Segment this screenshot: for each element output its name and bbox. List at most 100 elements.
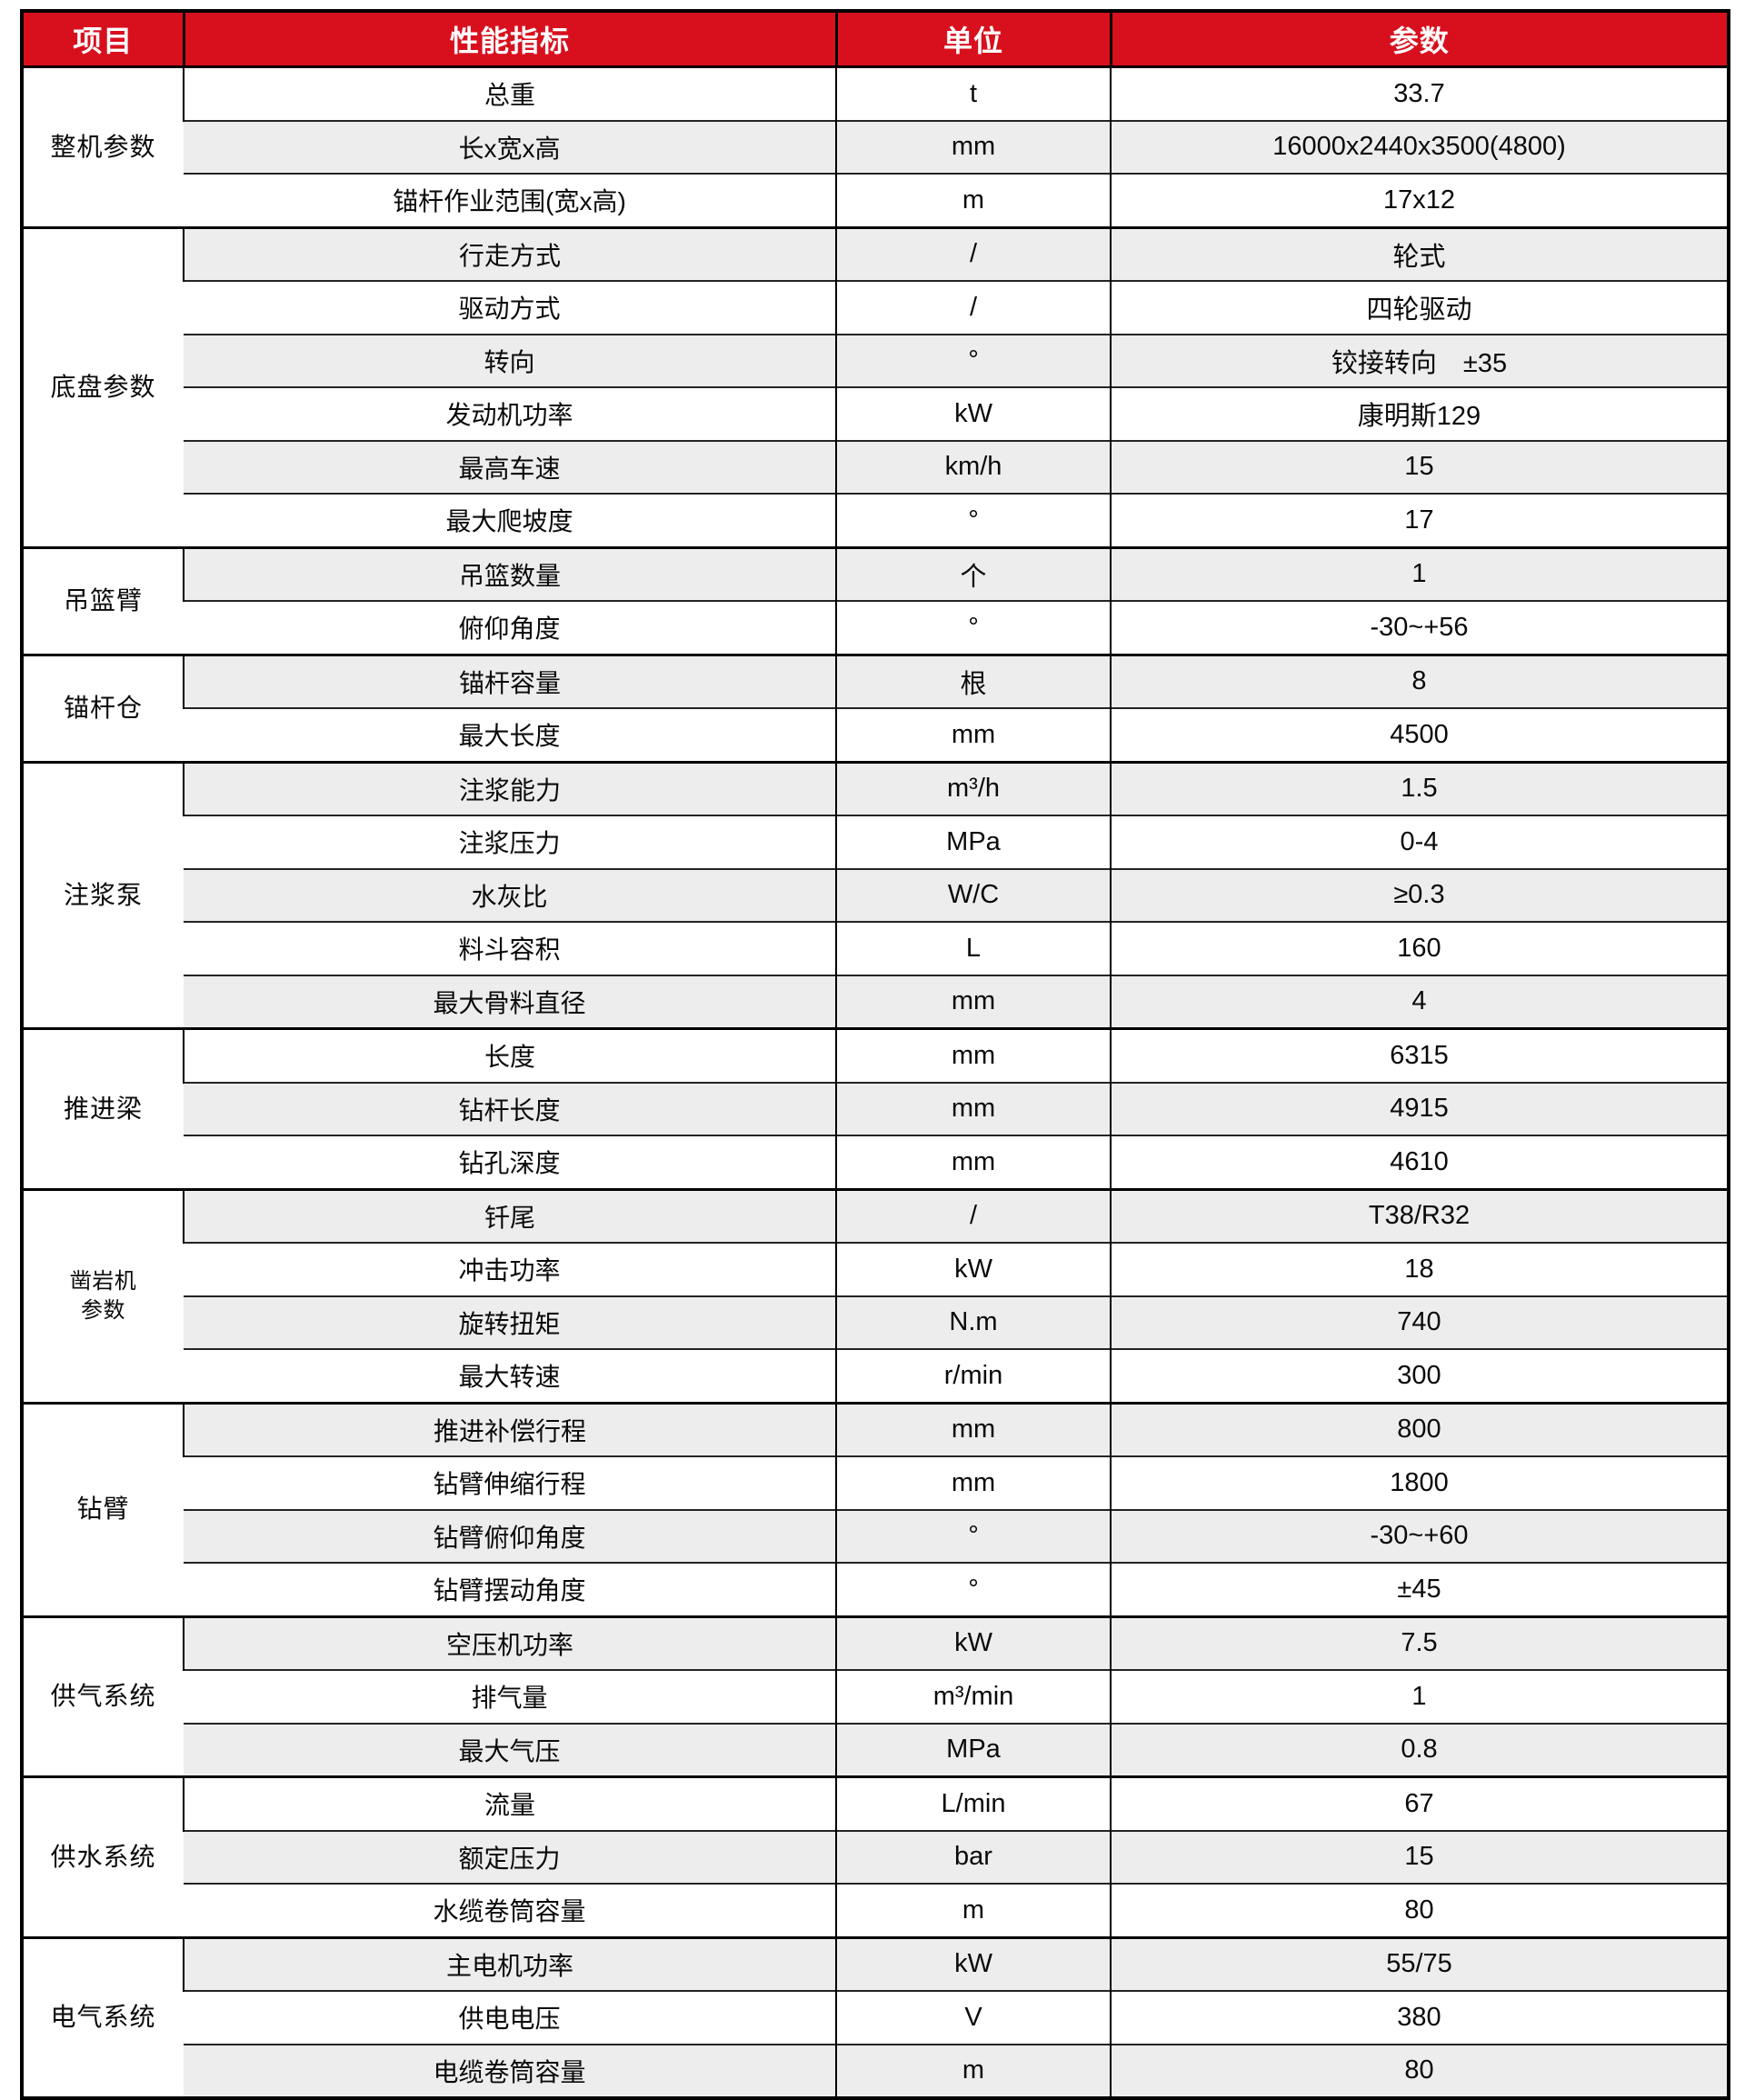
indicator-cell: 水灰比 xyxy=(184,867,836,922)
spec-table: 项目 性能指标 单位 参数 整机参数 总重 t 33.7 长x宽x高 mm 16000x24… xyxy=(20,9,1730,2100)
indicator-cell: 锚杆容量 xyxy=(183,653,836,708)
indicator-cell: 冲击功率 xyxy=(184,1242,836,1296)
group-label: 电气系统 xyxy=(22,1935,184,2098)
table-row: 旋转扭矩 N.m 740 xyxy=(22,1295,1729,1349)
value-cell: 55/75 xyxy=(1110,1935,1729,1991)
table-row: 电缆卷筒容量 m 80 xyxy=(22,2043,1729,2098)
table-row: 推进梁 长度 mm 6315 xyxy=(22,1027,1729,1189)
unit-cell: ° xyxy=(835,493,1111,547)
spec-table-body: 整机参数 总重 t 33.7 长x宽x高 mm 16000x2440x3500(4800) 锚… xyxy=(22,65,1729,2098)
value-cell: -30~+56 xyxy=(1110,600,1729,655)
table-row: 整机参数 总重 t 33.7 xyxy=(22,65,1729,227)
unit-cell: N.m xyxy=(835,1295,1111,1349)
table-row: 钻孔深度 mm 4610 xyxy=(22,1135,1729,1189)
table-row: 钻臂摆动角度 ° ±45 xyxy=(22,1562,1729,1616)
value-cell: 4500 xyxy=(1110,707,1729,762)
table-row: 供水系统 流量 L/min 67 xyxy=(22,1775,1729,1937)
unit-cell: mm xyxy=(835,1135,1111,1189)
table-row: 驱动方式 / 四轮驱动 xyxy=(22,280,1729,335)
indicator-cell: 注浆能力 xyxy=(183,760,836,815)
indicator-cell: 电缆卷筒容量 xyxy=(184,2043,836,2098)
group-label: 注浆泵 xyxy=(22,760,184,1029)
indicator-cell: 主电机功率 xyxy=(183,1935,836,1991)
unit-cell: mm xyxy=(835,1027,1111,1083)
unit-cell: m³/min xyxy=(835,1669,1111,1724)
table-row: 锚杆作业范围(宽x高) m 17x12 xyxy=(22,173,1729,227)
table-row: 最大骨料直径 mm 4 xyxy=(22,974,1729,1029)
header-parameter: 参数 xyxy=(1109,11,1729,68)
value-cell: 18 xyxy=(1110,1242,1729,1296)
unit-cell: m xyxy=(835,2043,1111,2098)
unit-cell: / xyxy=(835,1187,1111,1243)
indicator-cell: 长度 xyxy=(183,1027,836,1083)
group-label: 锚杆仓 xyxy=(22,653,184,762)
group-label: 供气系统 xyxy=(22,1615,184,1777)
indicator-cell: 吊篮数量 xyxy=(183,545,836,601)
indicator-cell: 额定压力 xyxy=(184,1829,836,1884)
unit-cell: kW xyxy=(835,1935,1111,1991)
value-cell: 4 xyxy=(1110,974,1729,1029)
unit-cell: 个 xyxy=(835,545,1111,601)
unit-cell: mm xyxy=(835,707,1111,762)
table-row: 供电电压 V 380 xyxy=(22,1990,1729,2045)
value-cell: 17x12 xyxy=(1110,173,1729,227)
unit-cell: r/min xyxy=(835,1348,1111,1403)
table-row: 底盘参数 行走方式 / 轮式 xyxy=(22,225,1729,547)
indicator-cell: 推进补偿行程 xyxy=(183,1401,836,1456)
indicator-cell: 长x宽x高 xyxy=(184,119,836,174)
group-label: 推进梁 xyxy=(22,1027,184,1189)
group-label: 钻臂 xyxy=(22,1401,184,1616)
indicator-cell: 钎尾 xyxy=(183,1187,836,1243)
indicator-cell: 钻臂伸缩行程 xyxy=(184,1455,836,1510)
value-cell: 1800 xyxy=(1110,1455,1729,1510)
unit-cell: t xyxy=(835,65,1111,121)
value-cell: ±45 xyxy=(1110,1562,1729,1616)
value-cell: T38/R32 xyxy=(1110,1187,1729,1243)
table-row: 水灰比 W/C ≥0.3 xyxy=(22,867,1729,922)
group-label: 整机参数 xyxy=(22,65,184,227)
value-cell: 15 xyxy=(1110,1829,1729,1884)
group-label: 凿岩机 参数 xyxy=(22,1187,184,1403)
value-cell: 0.8 xyxy=(1110,1722,1729,1777)
value-cell: 1 xyxy=(1110,545,1729,601)
unit-cell: m³/h xyxy=(835,760,1111,815)
unit-cell: MPa xyxy=(835,815,1111,869)
value-cell: 16000x2440x3500(4800) xyxy=(1110,119,1729,174)
indicator-cell: 总重 xyxy=(183,65,836,121)
table-row: 最大转速 r/min 300 xyxy=(22,1348,1729,1403)
unit-cell: kW xyxy=(835,386,1111,441)
unit-cell: kW xyxy=(835,1615,1111,1670)
value-cell: 80 xyxy=(1110,1883,1729,1937)
table-row: 锚杆仓 锚杆容量根 8 xyxy=(22,653,1729,762)
header-row: 项目 性能指标 单位 参数 xyxy=(22,11,1729,68)
group-label: 底盘参数 xyxy=(22,225,184,547)
table-row: 注浆压力 MPa 0-4 xyxy=(22,815,1729,869)
table-row: 长x宽x高 mm 16000x2440x3500(4800) xyxy=(22,119,1729,174)
unit-cell: W/C xyxy=(835,867,1111,922)
indicator-cell: 水缆卷筒容量 xyxy=(184,1883,836,1937)
header-unit: 单位 xyxy=(834,11,1111,68)
unit-cell: MPa xyxy=(835,1722,1111,1777)
unit-cell: / xyxy=(835,280,1111,335)
table-row: 钻臂俯仰角度 ° -30~+60 xyxy=(22,1508,1729,1563)
value-cell: 300 xyxy=(1110,1348,1729,1403)
table-row: 料斗容积 L 160 xyxy=(22,921,1729,975)
unit-cell: mm xyxy=(835,1081,1111,1135)
table-row: 水缆卷筒容量 m 80 xyxy=(22,1883,1729,1937)
unit-cell: m xyxy=(835,173,1111,227)
table-row: 吊篮臂 吊篮数量个 1 xyxy=(22,545,1729,655)
table-row: 额定压力 bar 15 xyxy=(22,1829,1729,1884)
indicator-cell: 最高车速 xyxy=(184,439,836,494)
unit-cell: ° xyxy=(835,333,1111,387)
table-row: 钻臂伸缩行程 mm 1800 xyxy=(22,1455,1729,1510)
unit-cell: 根 xyxy=(835,653,1111,708)
indicator-cell: 钻孔深度 xyxy=(184,1135,836,1189)
header-indicator: 性能指标 xyxy=(182,11,836,68)
group-label: 吊篮臂 xyxy=(22,545,184,655)
table-row: 最大长度 mm 4500 xyxy=(22,707,1729,762)
table-row: 凿岩机 参数 钎尾 / T38/R32 xyxy=(22,1187,1729,1403)
table-row: 最高车速 km/h 15 xyxy=(22,439,1729,494)
indicator-cell: 供电电压 xyxy=(184,1990,836,2045)
unit-cell: kW xyxy=(835,1242,1111,1296)
indicator-cell: 俯仰角度 xyxy=(184,600,836,655)
